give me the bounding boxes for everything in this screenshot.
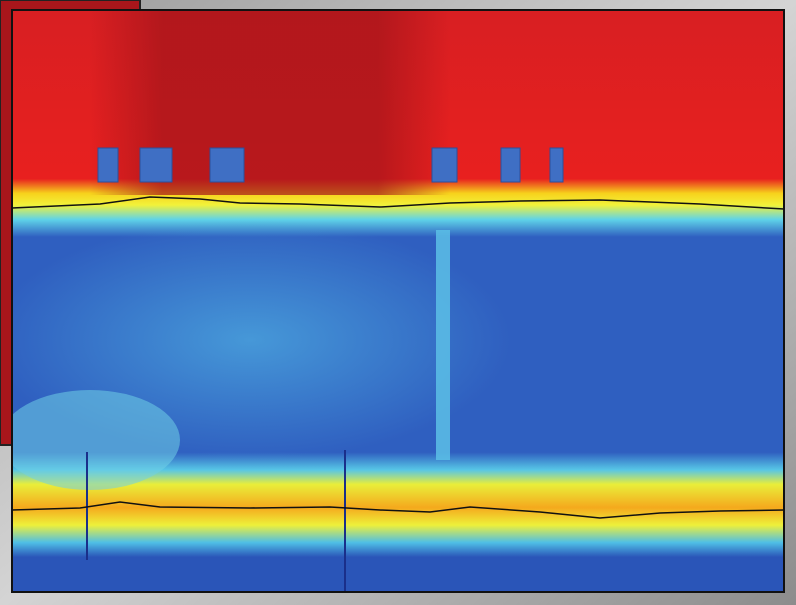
marker bbox=[549, 147, 564, 183]
glow bbox=[12, 390, 180, 490]
marker bbox=[139, 147, 173, 183]
scan bbox=[12, 10, 784, 592]
marker bbox=[209, 147, 245, 183]
streak bbox=[436, 230, 450, 460]
marker bbox=[97, 147, 119, 183]
marker bbox=[500, 147, 521, 183]
frame bbox=[11, 9, 785, 593]
boundary-line bbox=[12, 501, 784, 519]
markers bbox=[97, 147, 564, 183]
marker bbox=[431, 147, 458, 183]
boundary-line bbox=[12, 196, 784, 210]
